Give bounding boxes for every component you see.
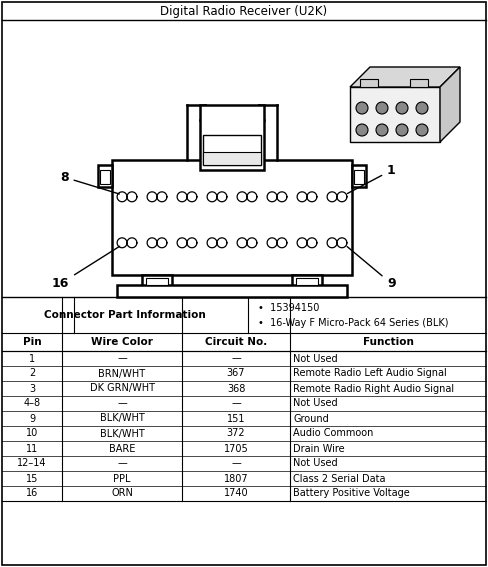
Bar <box>98 165 112 187</box>
Text: Not Used: Not Used <box>293 459 338 468</box>
Text: Connector Part Information: Connector Part Information <box>44 310 206 320</box>
Text: Not Used: Not Used <box>293 399 338 408</box>
Text: 151: 151 <box>227 413 245 424</box>
Text: BARE: BARE <box>109 443 135 454</box>
Circle shape <box>376 124 388 136</box>
Text: 1: 1 <box>29 353 35 363</box>
Text: —: — <box>231 399 241 408</box>
Text: BLK/WHT: BLK/WHT <box>100 413 144 424</box>
Bar <box>200 105 264 170</box>
Text: 10: 10 <box>26 429 38 438</box>
Text: 372: 372 <box>227 429 245 438</box>
Bar <box>296 278 318 285</box>
Text: 8: 8 <box>60 171 120 194</box>
Text: 4–8: 4–8 <box>23 399 41 408</box>
Text: 1807: 1807 <box>224 473 248 484</box>
Text: 1740: 1740 <box>224 489 248 498</box>
Polygon shape <box>440 67 460 142</box>
Bar <box>112 160 352 275</box>
Text: 368: 368 <box>227 383 245 393</box>
Text: ORN: ORN <box>111 489 133 498</box>
Bar <box>292 275 322 287</box>
Text: 1: 1 <box>347 164 396 193</box>
Polygon shape <box>350 67 460 87</box>
Text: —: — <box>117 353 127 363</box>
Text: 16: 16 <box>52 246 120 290</box>
Bar <box>203 135 261 165</box>
Bar <box>360 79 378 87</box>
Bar <box>203 152 261 165</box>
Text: PPL: PPL <box>113 473 131 484</box>
Bar <box>146 278 168 285</box>
Bar <box>142 275 172 287</box>
Text: —: — <box>117 399 127 408</box>
Text: —: — <box>117 459 127 468</box>
Text: Drain Wire: Drain Wire <box>293 443 345 454</box>
Text: BRN/WHT: BRN/WHT <box>99 369 145 379</box>
Circle shape <box>356 124 368 136</box>
Text: Class 2 Serial Data: Class 2 Serial Data <box>293 473 386 484</box>
Circle shape <box>396 102 408 114</box>
Text: •  16-Way F Micro-Pack 64 Series (BLK): • 16-Way F Micro-Pack 64 Series (BLK) <box>258 318 448 328</box>
Text: 9: 9 <box>347 247 396 290</box>
Text: 9: 9 <box>29 413 35 424</box>
Bar <box>354 170 364 184</box>
Text: 2: 2 <box>29 369 35 379</box>
Bar <box>100 170 110 184</box>
Circle shape <box>416 124 428 136</box>
Text: Pin: Pin <box>22 337 41 347</box>
Circle shape <box>356 102 368 114</box>
Text: —: — <box>231 353 241 363</box>
Text: 367: 367 <box>227 369 245 379</box>
Bar <box>352 165 366 187</box>
Text: 1705: 1705 <box>224 443 248 454</box>
Circle shape <box>416 102 428 114</box>
Text: 12–14: 12–14 <box>17 459 47 468</box>
Text: 3: 3 <box>29 383 35 393</box>
Text: Wire Color: Wire Color <box>91 337 153 347</box>
Text: •  15394150: • 15394150 <box>258 303 319 313</box>
Text: 15: 15 <box>26 473 38 484</box>
Text: 11: 11 <box>26 443 38 454</box>
Circle shape <box>396 124 408 136</box>
Bar <box>350 87 440 142</box>
Text: Ground: Ground <box>293 413 329 424</box>
Text: Circuit No.: Circuit No. <box>205 337 267 347</box>
Text: Digital Radio Receiver (U2K): Digital Radio Receiver (U2K) <box>161 5 327 18</box>
Text: Battery Positive Voltage: Battery Positive Voltage <box>293 489 410 498</box>
Text: Not Used: Not Used <box>293 353 338 363</box>
Text: BLK/WHT: BLK/WHT <box>100 429 144 438</box>
Text: Remote Radio Right Audio Signal: Remote Radio Right Audio Signal <box>293 383 454 393</box>
Bar <box>410 79 428 87</box>
Bar <box>117 285 347 297</box>
Text: DK GRN/WHT: DK GRN/WHT <box>89 383 155 393</box>
Text: Remote Radio Left Audio Signal: Remote Radio Left Audio Signal <box>293 369 447 379</box>
Text: 16: 16 <box>26 489 38 498</box>
Text: Audio Commoon: Audio Commoon <box>293 429 373 438</box>
Text: Function: Function <box>363 337 413 347</box>
Text: —: — <box>231 459 241 468</box>
Circle shape <box>376 102 388 114</box>
